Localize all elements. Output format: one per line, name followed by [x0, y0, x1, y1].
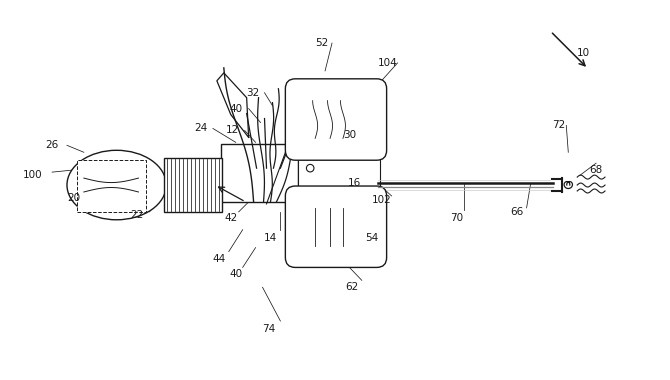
Bar — [77, 160, 146, 212]
Text: 30: 30 — [343, 130, 356, 140]
Text: 42: 42 — [224, 213, 237, 223]
Text: 72: 72 — [551, 120, 565, 130]
Ellipse shape — [67, 150, 166, 220]
Text: 32: 32 — [246, 88, 259, 98]
Text: 16: 16 — [348, 178, 362, 188]
Text: 54: 54 — [365, 233, 379, 243]
Circle shape — [306, 165, 314, 172]
Bar — [164, 158, 222, 212]
Text: 70: 70 — [450, 213, 464, 223]
FancyBboxPatch shape — [285, 79, 387, 160]
Text: 66: 66 — [510, 207, 523, 217]
FancyBboxPatch shape — [221, 144, 298, 202]
Text: 68: 68 — [590, 165, 603, 175]
Text: 52: 52 — [316, 38, 329, 48]
Text: 10: 10 — [577, 48, 590, 58]
Text: 104: 104 — [378, 58, 397, 68]
Text: 22: 22 — [130, 210, 143, 220]
Text: 100: 100 — [22, 170, 42, 180]
Text: 102: 102 — [372, 195, 391, 205]
Text: 14: 14 — [264, 233, 277, 243]
Text: 20: 20 — [68, 193, 80, 203]
Text: 12: 12 — [226, 125, 239, 135]
Text: 44: 44 — [212, 255, 226, 264]
Text: 74: 74 — [262, 324, 275, 334]
Text: 26: 26 — [46, 140, 59, 150]
Text: 40: 40 — [229, 104, 243, 114]
Text: 62: 62 — [345, 282, 358, 292]
Bar — [298, 150, 380, 196]
FancyBboxPatch shape — [285, 186, 387, 268]
Text: 24: 24 — [194, 124, 208, 133]
Text: 40: 40 — [229, 269, 243, 279]
